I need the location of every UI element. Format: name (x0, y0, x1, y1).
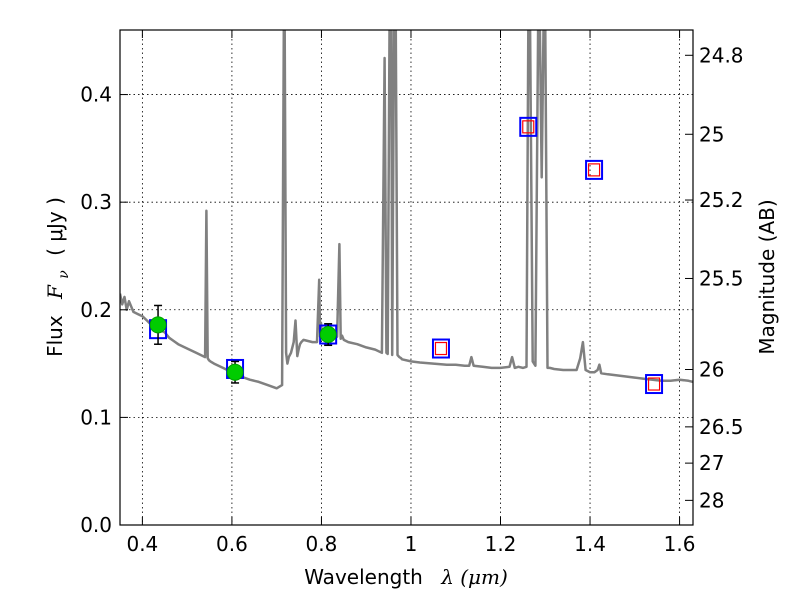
y-axis-title-units: ( μJy ) (43, 197, 67, 256)
y2-axis-title-text: Magnitude (AB) (755, 199, 779, 354)
x-axis-title-math: λ (μm) (440, 565, 508, 589)
y-tick-label: 0.0 (80, 513, 112, 537)
y2-tick-label: 24.8 (699, 43, 744, 67)
y2-tick-label: 25 (699, 122, 724, 146)
y2-tick-label: 28 (699, 488, 724, 512)
grid-lines (120, 30, 693, 525)
y2-tick-label: 27 (699, 451, 724, 475)
y2-tick-label: 25.5 (699, 266, 744, 290)
y2-tick-label: 25.2 (699, 188, 744, 212)
observed-flux-point (149, 316, 167, 334)
x-tick-label: 1 (405, 532, 418, 556)
x-axis-title-text: Wavelength (304, 565, 423, 589)
plot-frame (119, 29, 694, 526)
y2-axis-title: Magnitude (AB) (755, 199, 779, 354)
model-flux-marker (431, 338, 450, 359)
observed-flux-point (319, 326, 337, 344)
y2-tick-label: 26 (699, 358, 724, 382)
x-tick-label: 1.2 (485, 532, 517, 556)
model-flux-inner-marker (587, 163, 601, 177)
x-tick-label: 0.8 (306, 532, 338, 556)
model-flux-inner-marker (522, 120, 535, 134)
y-axis-title-text: Flux (43, 315, 67, 357)
model-flux-marker (519, 116, 538, 137)
x-tick-label: 1.6 (664, 532, 696, 556)
model-flux-inner-marker (647, 377, 661, 391)
model-flux-inner-marker (434, 341, 448, 356)
y-axis-title-sub: ν (56, 270, 72, 279)
x-tick-label: 1.4 (574, 532, 606, 556)
model-flux-marker (645, 374, 664, 395)
axis-ticks (120, 30, 693, 526)
svg-text:Flux F ν ( μ: Flux F ν ( μJy ) (43, 197, 73, 357)
x-axis-title: Wavelength λ (μm) (304, 565, 508, 589)
y-tick-label: 0.3 (80, 190, 112, 214)
model-flux-marker (585, 159, 604, 180)
y-axis-title: Flux F ν ( μJy ) (43, 197, 73, 357)
y-tick-label: 0.1 (80, 405, 112, 429)
y-tick-label: 0.4 (80, 83, 112, 107)
y-tick-label: 0.2 (80, 298, 112, 322)
x-tick-label: 0.4 (126, 532, 158, 556)
svg-text:Wavelength λ (μm): Wavelength λ (μm) (304, 565, 508, 589)
observed-flux-point (226, 363, 244, 381)
spectrum-line (120, 30, 693, 390)
y-axis-title-math: F (43, 284, 67, 300)
x-tick-label: 0.6 (216, 532, 248, 556)
y2-tick-label: 26.5 (699, 415, 744, 439)
